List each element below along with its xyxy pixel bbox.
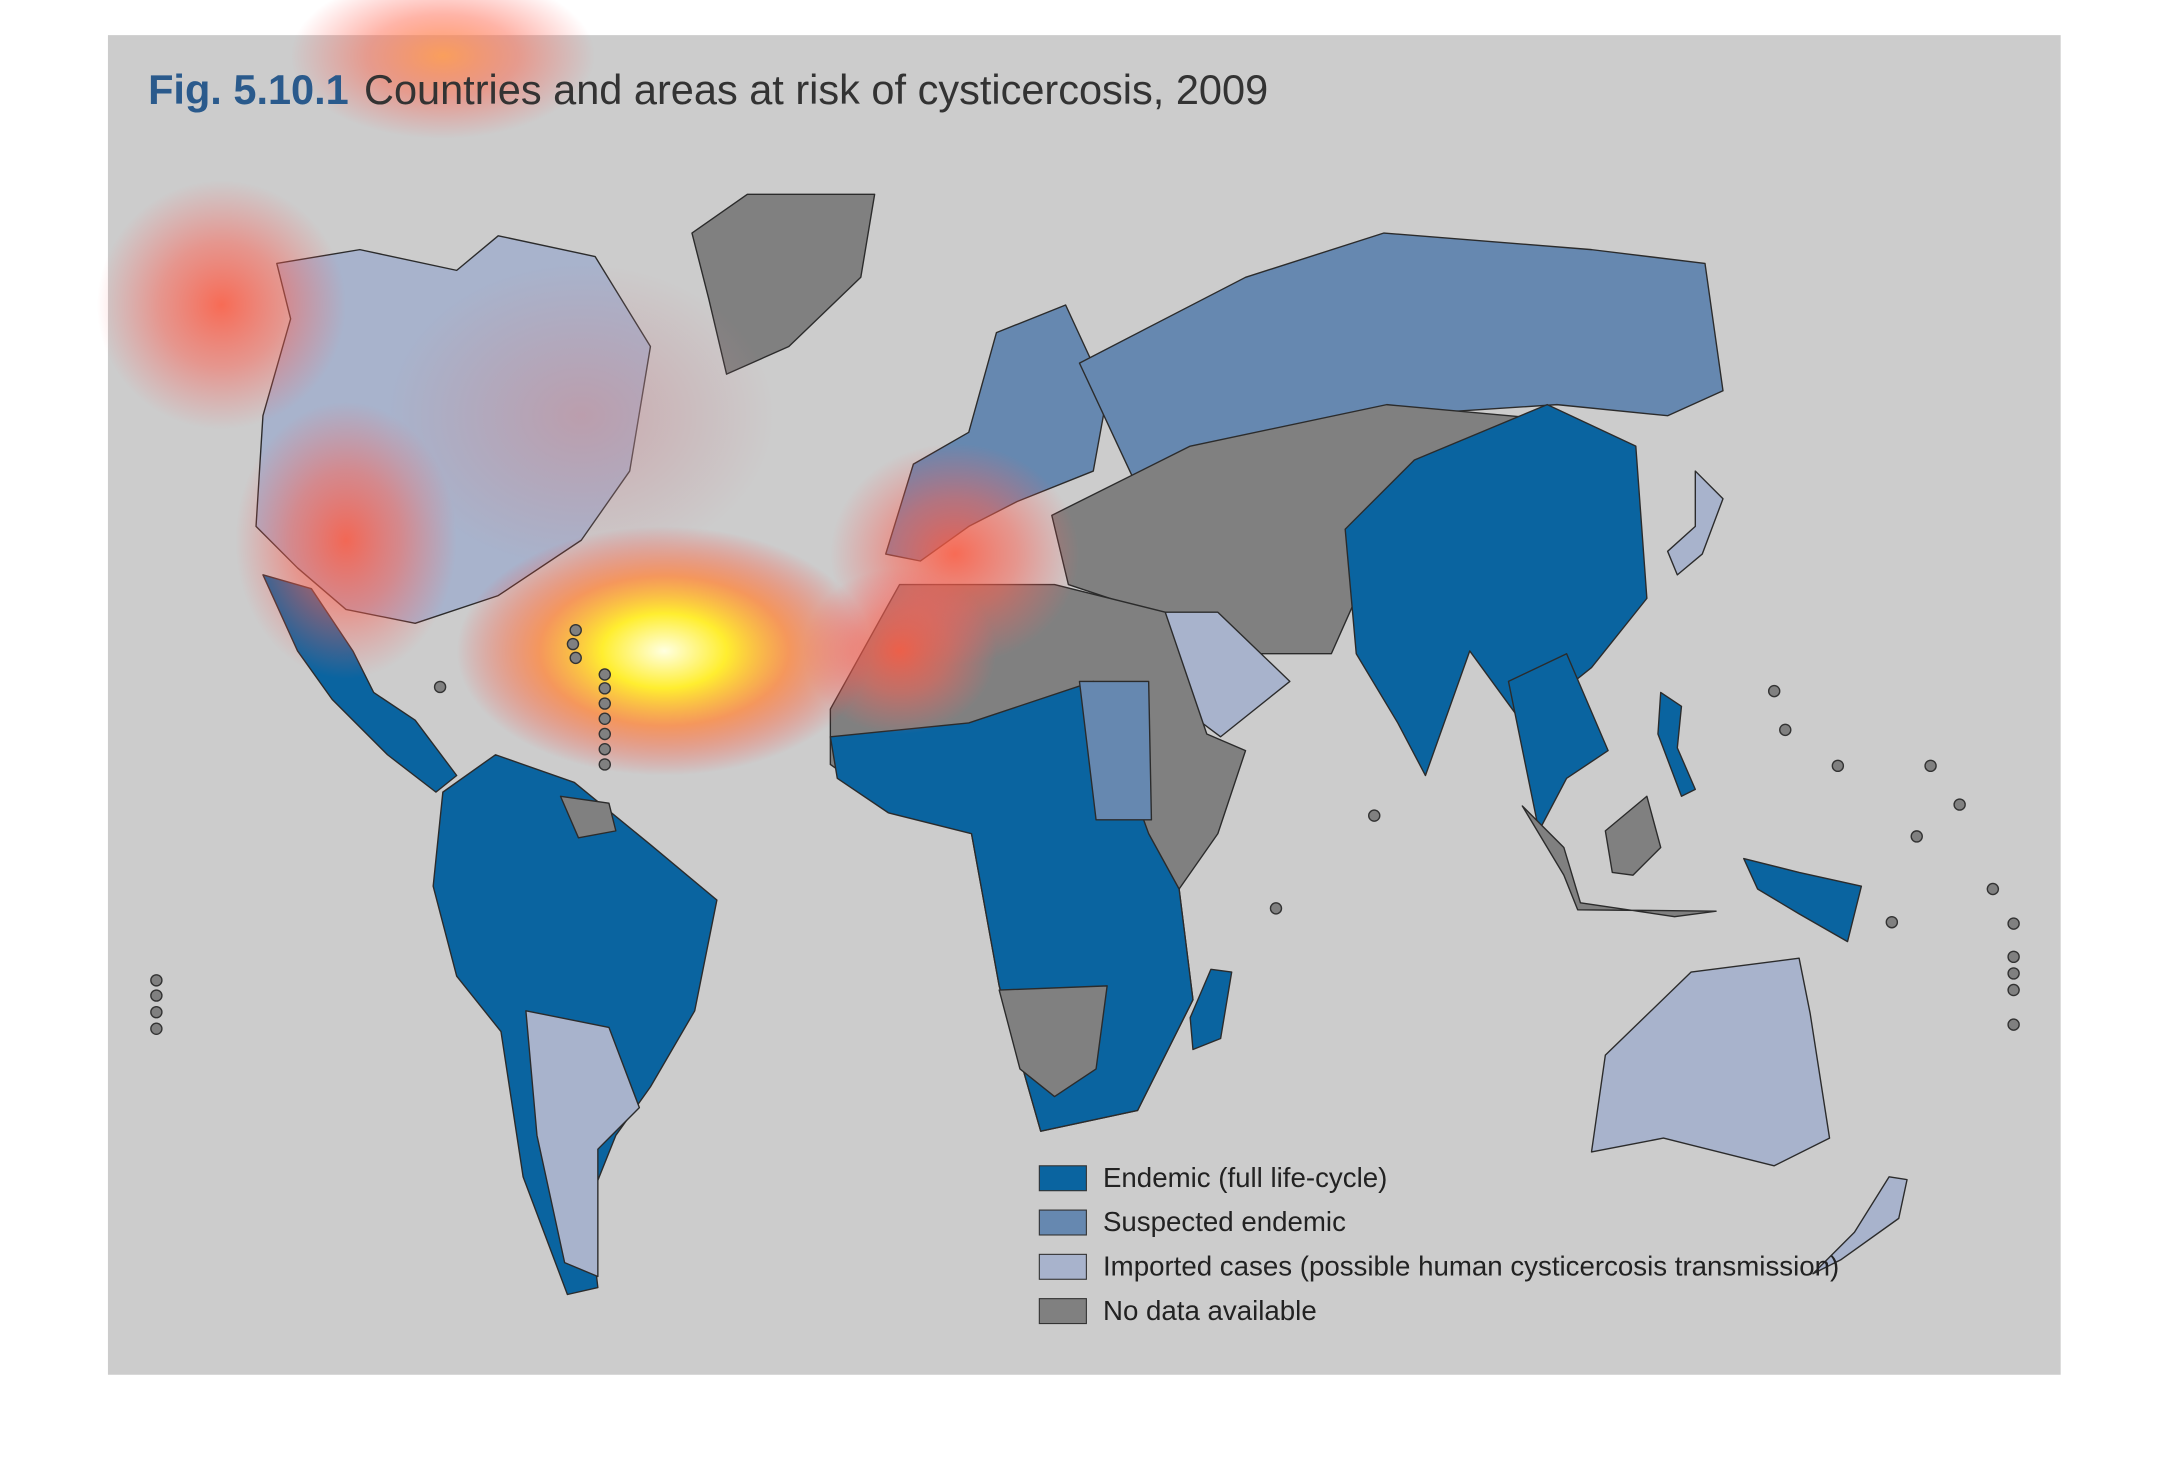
madagascar: [1189, 968, 1233, 1051]
guianas: [559, 795, 617, 839]
japan: [1666, 470, 1724, 576]
heat-haze: [387, 263, 775, 568]
southeast-asia: [1507, 653, 1609, 832]
philippines: [1657, 691, 1697, 797]
legend-label: Endemic (full life-cycle): [1103, 1162, 1387, 1193]
island-markers: [150, 623, 2020, 1036]
sudan: [1078, 680, 1153, 821]
heat-overlay: [96, 0, 1080, 776]
legend-swatch: [1038, 1298, 1087, 1325]
indonesia: [1521, 805, 1717, 918]
new-zealand: [1812, 1176, 1908, 1275]
heat-spot: [96, 180, 346, 430]
heat-spot: [290, 0, 596, 139]
legend-swatch: [1038, 1253, 1087, 1280]
heat-spot: [235, 401, 457, 679]
borneo: [1604, 795, 1662, 876]
australia: [1590, 957, 1831, 1167]
southern-cone: [525, 1010, 641, 1278]
heat-hotspot: [456, 526, 872, 776]
figure-number: Fig. 5.10.1: [148, 66, 349, 113]
legend-swatch: [1038, 1209, 1087, 1236]
figure-title: Countries and areas at risk of cysticerc…: [364, 66, 1268, 113]
legend-label: Imported cases (possible human cysticerc…: [1103, 1251, 1839, 1282]
legend-label: Suspected endemic: [1103, 1206, 1346, 1237]
legend-swatch: [1038, 1165, 1087, 1192]
new-guinea: [1743, 857, 1863, 943]
legend-label: No data available: [1103, 1295, 1317, 1326]
legend: Endemic (full life-cycle) Suspected endem…: [1038, 1162, 1839, 1326]
southern-africa-part: [998, 985, 1108, 1098]
